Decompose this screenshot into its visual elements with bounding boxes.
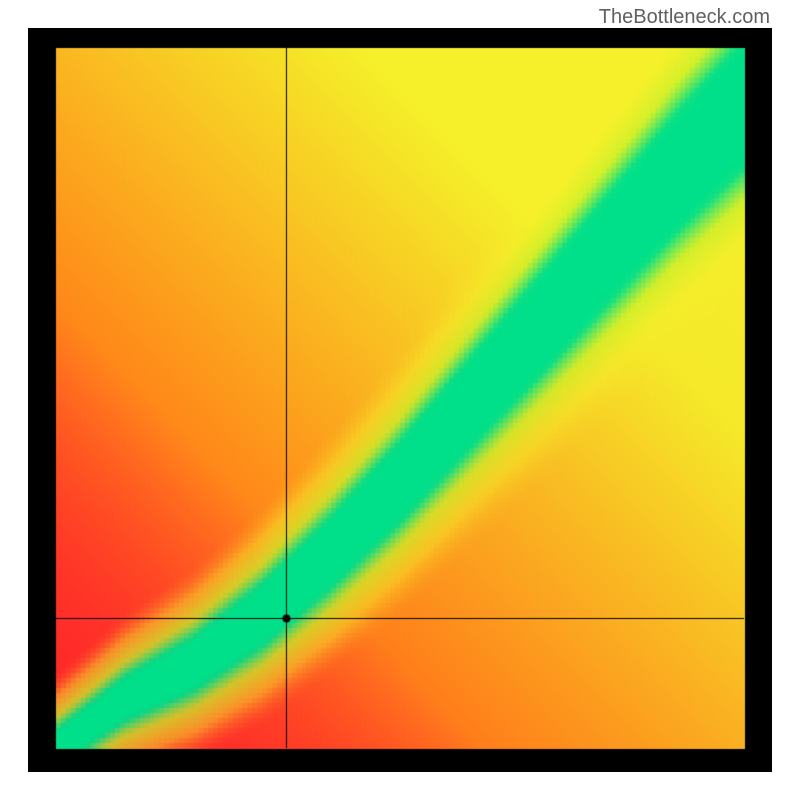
bottleneck-heatmap	[28, 28, 772, 772]
watermark-text: TheBottleneck.com	[599, 6, 770, 29]
